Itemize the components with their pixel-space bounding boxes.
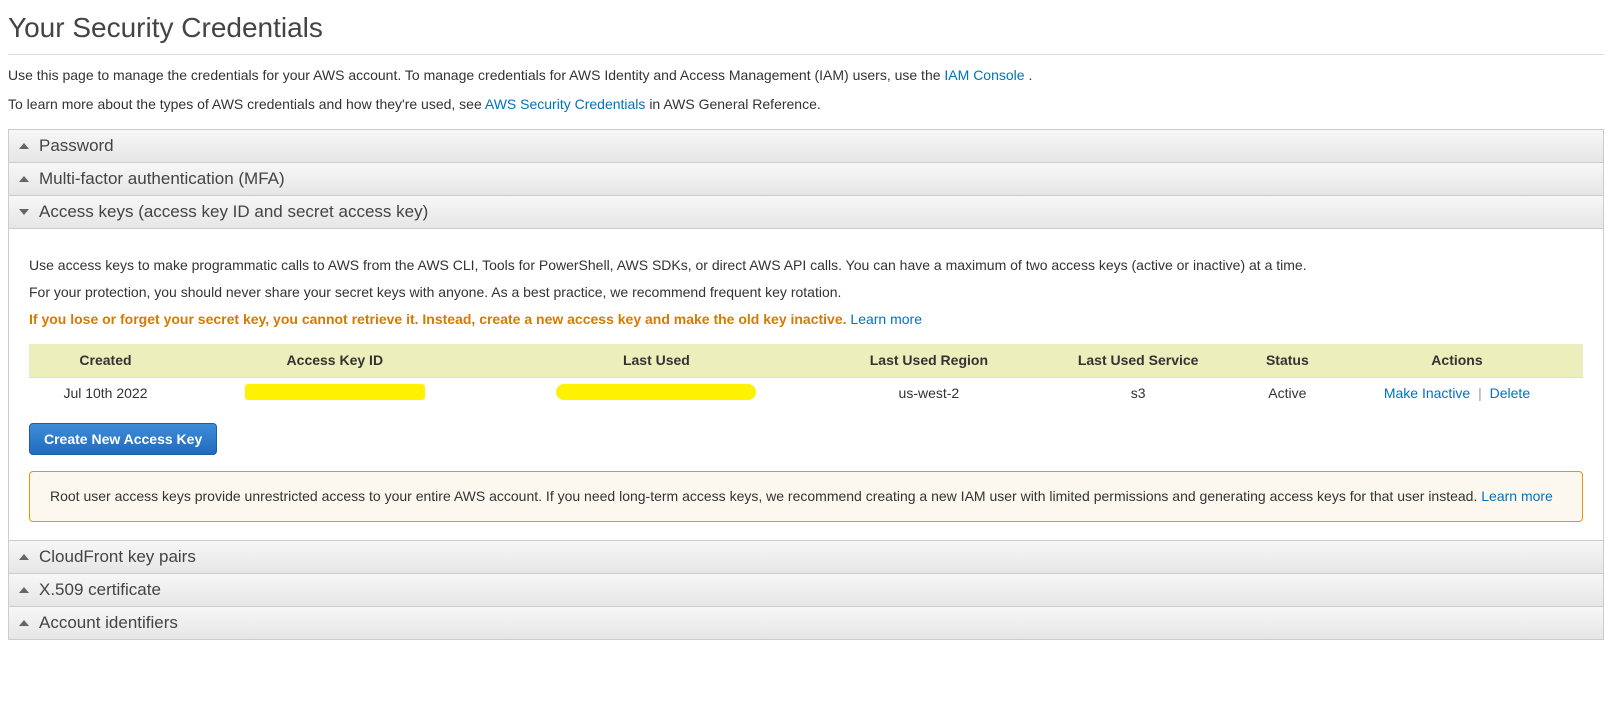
learn-more-link[interactable]: Learn more — [850, 311, 922, 327]
panel-warning: If you lose or forget your secret key, y… — [29, 309, 1583, 330]
col-status: Status — [1244, 344, 1331, 377]
cell-last-used — [488, 377, 826, 409]
create-new-access-key-button[interactable]: Create New Access Key — [29, 423, 217, 455]
intro-block: Use this page to manage the credentials … — [8, 65, 1604, 115]
access-keys-panel: Use access keys to make programmatic cal… — [9, 229, 1603, 541]
section-label: Access keys (access key ID and secret ac… — [39, 202, 428, 222]
section-x509[interactable]: X.509 certificate — [9, 574, 1603, 607]
warning-text: If you lose or forget your secret key, y… — [29, 311, 850, 327]
table-row: Jul 10th 2022 us-west-2 s3 Active Make I… — [29, 377, 1583, 409]
intro-line-1: Use this page to manage the credentials … — [8, 65, 1604, 86]
caret-up-icon — [19, 176, 29, 182]
cell-last-used-service: s3 — [1033, 377, 1244, 409]
root-user-info-box: Root user access keys provide unrestrict… — [29, 471, 1583, 522]
page-title: Your Security Credentials — [8, 8, 1604, 55]
section-account-identifiers[interactable]: Account identifiers — [9, 607, 1603, 639]
table-header-row: Created Access Key ID Last Used Last Use… — [29, 344, 1583, 377]
text: in AWS General Reference. — [649, 96, 820, 112]
info-text: Root user access keys provide unrestrict… — [50, 488, 1481, 504]
section-access-keys[interactable]: Access keys (access key ID and secret ac… — [9, 196, 1603, 229]
section-password[interactable]: Password — [9, 130, 1603, 163]
text: Use this page to manage the credentials … — [8, 67, 944, 83]
caret-up-icon — [19, 143, 29, 149]
text: To learn more about the types of AWS cre… — [8, 96, 485, 112]
col-key-id: Access Key ID — [182, 344, 488, 377]
caret-down-icon — [19, 209, 29, 215]
info-learn-more-link[interactable]: Learn more — [1481, 488, 1553, 504]
col-last-used: Last Used — [488, 344, 826, 377]
section-mfa[interactable]: Multi-factor authentication (MFA) — [9, 163, 1603, 196]
cell-status: Active — [1244, 377, 1331, 409]
caret-up-icon — [19, 587, 29, 593]
aws-security-credentials-link[interactable]: AWS Security Credentials — [485, 96, 646, 112]
col-last-used-service: Last Used Service — [1033, 344, 1244, 377]
col-last-used-region: Last Used Region — [825, 344, 1032, 377]
panel-text-2: For your protection, you should never sh… — [29, 282, 1583, 303]
section-label: Multi-factor authentication (MFA) — [39, 169, 285, 189]
cell-key-id — [182, 377, 488, 409]
access-keys-table: Created Access Key ID Last Used Last Use… — [29, 344, 1583, 409]
pipe-separator: | — [1474, 385, 1486, 401]
section-cloudfront[interactable]: CloudFront key pairs — [9, 541, 1603, 574]
delete-link[interactable]: Delete — [1490, 385, 1530, 401]
section-label: CloudFront key pairs — [39, 547, 196, 567]
caret-up-icon — [19, 620, 29, 626]
accordion: Password Multi-factor authentication (MF… — [8, 129, 1604, 640]
redacted-key-id — [245, 384, 425, 400]
cell-actions: Make Inactive | Delete — [1331, 377, 1583, 409]
intro-line-2: To learn more about the types of AWS cre… — [8, 94, 1604, 115]
section-label: Password — [39, 136, 114, 156]
redacted-last-used — [556, 384, 756, 400]
text: . — [1028, 67, 1032, 83]
col-created: Created — [29, 344, 182, 377]
make-inactive-link[interactable]: Make Inactive — [1384, 385, 1470, 401]
cell-created: Jul 10th 2022 — [29, 377, 182, 409]
section-label: X.509 certificate — [39, 580, 161, 600]
section-label: Account identifiers — [39, 613, 178, 633]
col-actions: Actions — [1331, 344, 1583, 377]
cell-last-used-region: us-west-2 — [825, 377, 1032, 409]
panel-text-1: Use access keys to make programmatic cal… — [29, 255, 1583, 276]
iam-console-link[interactable]: IAM Console — [944, 67, 1024, 83]
caret-up-icon — [19, 554, 29, 560]
